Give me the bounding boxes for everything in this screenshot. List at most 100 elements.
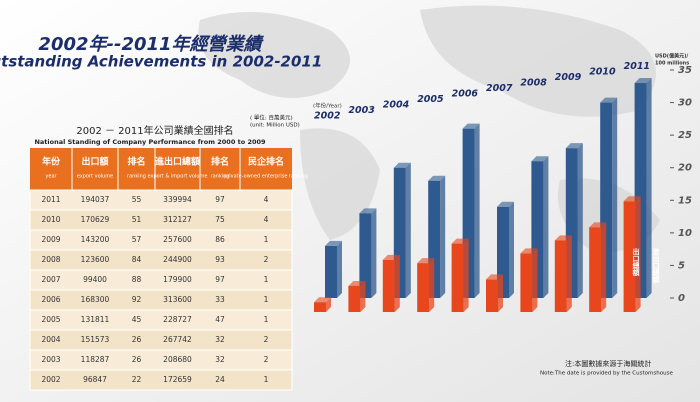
table-cell: 75 [215, 215, 225, 224]
bar-top [428, 175, 446, 181]
bar-side [440, 175, 446, 298]
table-header-en: ranking [127, 174, 146, 180]
x-tick-label: 2010 [589, 67, 616, 78]
table-cell: 51 [132, 215, 142, 224]
bar-top [600, 97, 618, 103]
bar-side [498, 274, 503, 312]
table-cell: 257600 [163, 235, 192, 244]
table-header: 民企排名 [248, 156, 284, 168]
bar-side [405, 162, 411, 298]
legend-label: 進出口總額 [652, 247, 661, 284]
table-cell: 97 [215, 275, 225, 284]
table-row-bg [29, 249, 293, 271]
y-tick-label: 20 [678, 163, 692, 174]
table-cell: 32 [215, 335, 225, 344]
bar-top [462, 123, 480, 129]
y-axis-label: USD(億美元)/ [655, 53, 688, 60]
bar-top [589, 222, 607, 228]
bar-top [314, 297, 331, 303]
table-cell: 194037 [81, 195, 110, 204]
table-header: 年份 [42, 156, 61, 168]
table-cell: 2 [264, 335, 269, 344]
bar-side [371, 208, 377, 298]
x-tick-label: 2003 [348, 105, 375, 116]
table-cell: 92 [132, 295, 142, 304]
table-title: 2002 － 2011年公司業績全國排名 [76, 124, 233, 137]
y-axis-label: 100 millions [655, 61, 689, 67]
y-tick-label: 30 [678, 98, 692, 109]
table-cell: 118287 [81, 355, 110, 364]
x-tick-label: 2004 [383, 100, 410, 111]
table-header: 排名 [127, 156, 145, 168]
table-row-bg [29, 229, 293, 251]
bar-side [646, 78, 652, 299]
bar [417, 263, 430, 312]
y-tick-label: 35 [678, 65, 692, 76]
table-row-bg [29, 189, 293, 211]
table-cell: 32 [215, 355, 225, 364]
table-header-en: year [45, 174, 57, 180]
table-header-en: ranking [211, 174, 230, 180]
table-cell: 2 [264, 355, 269, 364]
table-cell: 2009 [41, 235, 60, 244]
x-tick-label: 2007 [486, 83, 513, 94]
x-tick-label: 2009 [555, 72, 582, 83]
table-cell: 208680 [163, 355, 192, 364]
x-tick-label: 2011 [624, 61, 650, 72]
table-cell: 244900 [163, 255, 192, 264]
y-tick-label: 15 [678, 195, 692, 206]
table: 年份 year 出口額 export volume 排名 ranking 進出口總額 expo… [29, 148, 308, 391]
table-header-bg [30, 148, 292, 190]
table-row-bg [29, 289, 293, 311]
table-row-bg [29, 349, 293, 371]
note: Note:The date is provided by the Customs… [540, 371, 673, 377]
table-header-en: export & import volume [148, 174, 208, 180]
bar-side [429, 258, 435, 312]
bar-top [486, 274, 503, 280]
table-cell: 2011 [41, 195, 60, 204]
table-cell: 2003 [41, 355, 60, 364]
table-cell: 151573 [81, 335, 110, 344]
bar-top [623, 196, 641, 202]
x-tick-label: 2006 [452, 89, 479, 100]
y-tick-label: 25 [678, 130, 692, 141]
x-tick-label: 2008 [520, 78, 547, 89]
bar-top [451, 238, 469, 244]
table-row-bg [29, 309, 293, 331]
bar [382, 259, 395, 312]
table-cell: 2004 [41, 335, 60, 344]
table-cell: 88 [132, 275, 142, 284]
table-cell: 84 [132, 255, 142, 264]
table-row-bg [29, 209, 293, 231]
bar-top [359, 208, 377, 214]
table-cell: 24 [215, 375, 225, 384]
table-unit: ( 單位: 百萬美元) [250, 114, 293, 122]
bar-side [601, 222, 607, 312]
table-cell: 123600 [81, 255, 110, 264]
table-subtitle: National Standing of Company Performance… [34, 138, 266, 146]
table-header-en: export volume [77, 174, 113, 180]
bar [520, 253, 533, 312]
bar-side [566, 235, 572, 312]
table-cell: 2008 [41, 255, 60, 264]
bar-top [565, 143, 583, 149]
chart: 0 5 10 15 20 25 30 35 USD(億美元)/100 millions (年份/Y… [313, 53, 692, 312]
y-tick-label: 10 [678, 228, 692, 239]
table-cell: 179900 [163, 275, 192, 284]
bar-side [543, 156, 549, 298]
table-cell: 96847 [83, 375, 107, 384]
bar-side [577, 143, 583, 298]
table-cell: 313600 [163, 295, 192, 304]
table-header: 進出口總額 [155, 156, 200, 168]
table-cell: 26 [132, 335, 142, 344]
y-tick-label: 5 [678, 260, 685, 271]
table-cell: 131811 [81, 315, 110, 324]
table-cell: 2007 [41, 275, 60, 284]
bar-top [554, 235, 572, 241]
legend-label: 出口總額 [632, 247, 641, 277]
table-cell: 143200 [81, 235, 110, 244]
bar-top [325, 240, 342, 246]
bar-side [337, 240, 342, 298]
x-tick-label: 2002 [314, 111, 341, 122]
